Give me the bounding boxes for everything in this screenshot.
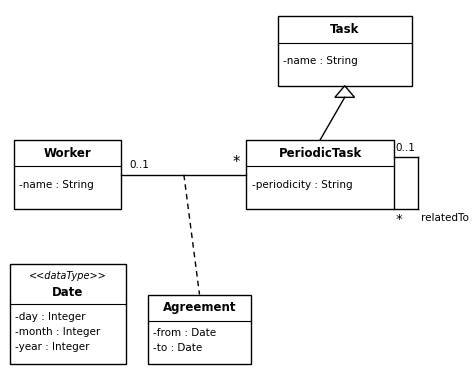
Text: 0..1: 0..1 [129, 160, 149, 170]
Bar [278, 16, 412, 86]
Text: -name : String: -name : String [283, 56, 358, 66]
Text: Agreement: Agreement [163, 301, 236, 314]
Bar [246, 140, 394, 210]
Text: Task: Task [330, 23, 359, 36]
Text: relatedTo: relatedTo [420, 213, 468, 223]
Text: <<dataType>>: <<dataType>> [29, 271, 107, 281]
Text: 0..1: 0..1 [396, 144, 416, 153]
Text: *: * [396, 213, 402, 226]
Bar [9, 263, 126, 364]
Text: *: * [232, 155, 240, 170]
Bar [148, 294, 251, 364]
Text: -year : Integer: -year : Integer [15, 342, 90, 352]
Bar [14, 140, 121, 210]
Text: -name : String: -name : String [19, 180, 94, 190]
Text: -to : Date: -to : Date [154, 343, 203, 353]
Text: Worker: Worker [44, 147, 91, 159]
Text: -day : Integer: -day : Integer [15, 312, 85, 322]
Text: Date: Date [52, 286, 83, 299]
Text: -month : Integer: -month : Integer [15, 327, 100, 337]
Text: PeriodicTask: PeriodicTask [279, 147, 362, 159]
Text: -from : Date: -from : Date [154, 328, 217, 338]
Text: -periodicity : String: -periodicity : String [252, 180, 352, 190]
